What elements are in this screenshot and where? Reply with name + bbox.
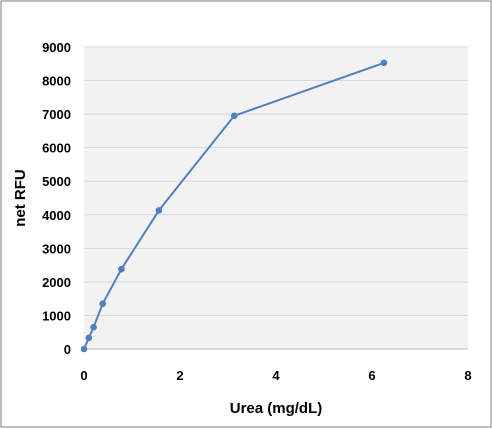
- data-point: [80, 345, 88, 353]
- x-tick-label: 0: [80, 368, 87, 383]
- y-tick-label: 7000: [42, 107, 71, 122]
- x-tick-label: 8: [464, 368, 471, 383]
- data-point: [380, 59, 388, 67]
- data-point: [155, 207, 163, 214]
- x-tick-label: 4: [272, 368, 280, 383]
- y-tick-label: 8000: [42, 74, 71, 89]
- plot-area: [84, 47, 468, 349]
- data-point: [90, 323, 97, 331]
- y-tick-label: 6000: [42, 141, 71, 156]
- y-tick-label: 2000: [42, 275, 71, 290]
- x-tick-label: 6: [368, 368, 375, 383]
- data-point: [99, 300, 107, 308]
- data-point: [85, 334, 93, 342]
- x-axis-title: Urea (mg/dL): [230, 400, 323, 417]
- y-tick-label: 1000: [42, 308, 71, 323]
- gridlines: [84, 46, 468, 316]
- series-1: [80, 59, 388, 353]
- y-tick-label: 0: [64, 342, 71, 357]
- y-tick-label: 5000: [42, 174, 71, 189]
- y-axis-title: net RFU: [12, 169, 29, 227]
- x-tick-label: 2: [176, 368, 183, 383]
- data-point: [230, 112, 238, 120]
- data-point: [118, 265, 125, 273]
- y-tick-label: 4000: [42, 208, 71, 223]
- tick-labels: 0 1000 2000 3000 4000 5000 6000 7000 8000 9000 0 2 4…: [42, 40, 472, 383]
- y-tick-label: 9000: [42, 40, 71, 55]
- y-tick-label: 3000: [42, 241, 71, 256]
